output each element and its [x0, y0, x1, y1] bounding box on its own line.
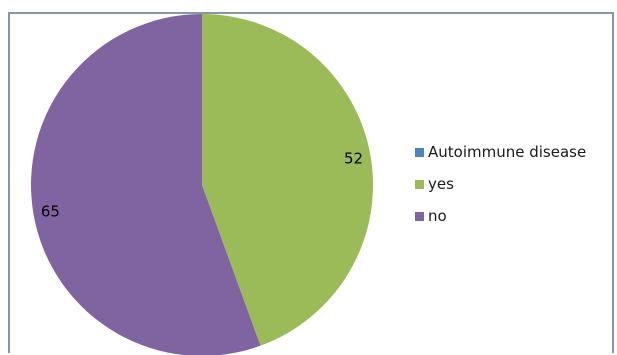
- legend-item-no: no: [415, 200, 586, 232]
- legend-swatch: [415, 147, 424, 157]
- chart-legend: Autoimmune disease yes no: [415, 136, 586, 232]
- legend-item-autoimmune: Autoimmune disease: [415, 136, 586, 168]
- legend-label: Autoimmune disease: [428, 143, 587, 161]
- legend-label: no: [428, 207, 447, 225]
- data-label-yes: 52: [344, 149, 363, 167]
- legend-item-yes: yes: [415, 168, 586, 200]
- legend-swatch: [415, 211, 424, 221]
- pie-slice-yes: [202, 14, 373, 346]
- pie-slice-no: [31, 14, 261, 355]
- legend-swatch: [415, 179, 424, 189]
- data-label-no: 65: [41, 203, 60, 221]
- legend-label: yes: [428, 175, 454, 193]
